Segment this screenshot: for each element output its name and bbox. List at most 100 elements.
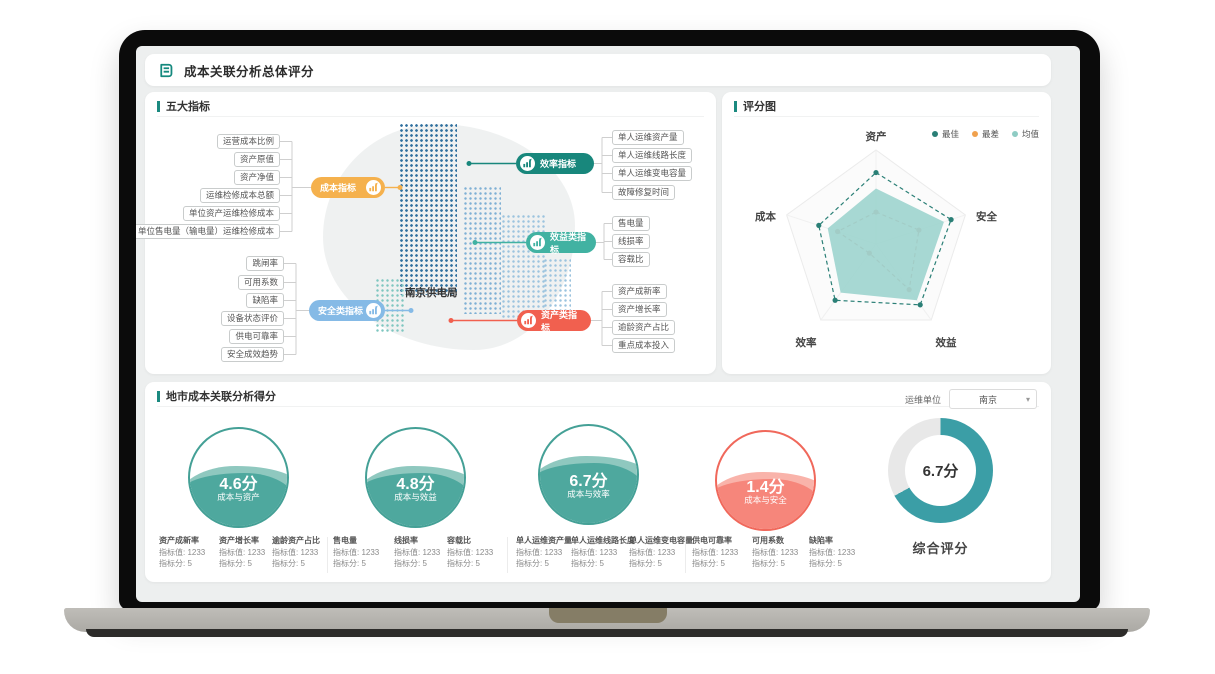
indicator-node: 资产净值 <box>233 170 280 185</box>
legend-item-mean[interactable]: 均值 <box>1011 128 1039 140</box>
section-title-city-score: 地市成本关联分析得分 <box>157 382 1039 407</box>
title-accent-bar <box>157 390 160 402</box>
gauge-cost-benefit: 4.8分 成本与效益 <box>365 427 466 528</box>
bar-chart-icon <box>521 313 536 328</box>
legend-dot <box>971 131 978 137</box>
gauge-score: 4.8分 <box>396 475 435 493</box>
indicator-node: 容载比 <box>612 252 650 267</box>
gauge-label: 成本与资产 <box>217 492 260 503</box>
legend-dot <box>931 131 938 137</box>
indicator-node: 单位售电量（输电量）运维检修成本 <box>136 224 280 239</box>
metric-column: 资产增长率 指标值: 1233 指标分: 5 <box>219 536 266 568</box>
gauge-cost-efficiency: 6.7分 成本与效率 <box>538 424 639 525</box>
metric-column: 单人运维线路长度 指标值: 1233 指标分: 5 <box>571 536 635 568</box>
metric-column: 售电量 指标值: 1233 指标分: 5 <box>333 536 380 568</box>
gauge-wave <box>190 472 287 526</box>
gauge-cost-safety: 1.4分 成本与安全 <box>715 430 816 531</box>
indicator-node: 设备状态评价 <box>220 311 284 326</box>
metric-column: 容载比 指标值: 1233 指标分: 5 <box>447 536 494 568</box>
radar-chart: 资产 安全 效益 效率 成本 <box>755 130 997 349</box>
indicator-node: 跳闸率 <box>246 256 284 271</box>
indicator-node: 资产增长率 <box>612 302 667 317</box>
indicator-node: 资产成新率 <box>612 284 667 299</box>
gauge-score: 1.4分 <box>746 478 785 496</box>
app-header: 成本关联分析总体评分 <box>145 54 1051 86</box>
branch-pill-benefit: 效益类指标 <box>526 232 596 255</box>
title-accent-bar <box>734 100 737 112</box>
indicator-node: 故障修复时间 <box>612 185 676 200</box>
chevron-down-icon: ▾ <box>1025 394 1030 404</box>
indicator-node: 单人运维变电容量 <box>612 166 693 181</box>
app-logo-icon <box>157 62 174 79</box>
metric-column: 单人运维资产量 指标值: 1233 指标分: 5 <box>516 536 572 568</box>
metric-divider <box>685 537 686 573</box>
city-center-label: 南京供电局 <box>405 287 458 299</box>
page-title: 成本关联分析总体评分 <box>184 64 315 79</box>
unit-filter: 运维单位 南京 ▾ <box>905 389 1037 409</box>
section-title-score-chart: 评分图 <box>734 92 1039 117</box>
indicator-node: 可用系数 <box>237 275 284 290</box>
metric-column: 缺陷率 指标值: 1233 指标分: 5 <box>809 536 856 568</box>
gauge-wave <box>540 462 637 523</box>
indicator-node: 线损率 <box>612 234 650 249</box>
radar-axis-label: 成本 <box>755 210 776 223</box>
indicator-mindmap: 南京供电局 <box>136 120 716 374</box>
metric-divider <box>327 537 328 573</box>
laptop-base-strip <box>86 629 1128 637</box>
legend-item-worst[interactable]: 最差 <box>971 128 999 140</box>
building-illustration <box>501 214 545 320</box>
overall-score: 6.7分 <box>922 463 959 480</box>
indicator-node: 安全成效趋势 <box>220 347 284 362</box>
branch-pill-safety: 安全类指标 <box>309 300 385 321</box>
dashboard-screen: 成本关联分析总体评分 五大指标 南京供电局 <box>136 46 1080 602</box>
metric-column: 单人运维变电容量 指标值: 1233 指标分: 5 <box>629 536 693 568</box>
city-score-panel: 地市成本关联分析得分 运维单位 南京 ▾ 4.6分 成本与资产 4.8分 成本与… <box>145 382 1051 582</box>
title-accent-bar <box>157 100 160 112</box>
gauge-label: 成本与效益 <box>394 492 437 503</box>
radar-axis-label: 效益 <box>936 336 957 349</box>
metric-divider <box>507 537 508 573</box>
metric-column: 可用系数 指标值: 1233 指标分: 5 <box>752 536 799 568</box>
indicator-node: 资产原值 <box>233 152 280 167</box>
laptop-notch <box>549 608 667 623</box>
legend-dot <box>1011 131 1018 137</box>
section-title-indicators: 五大指标 <box>157 92 704 117</box>
gauge-score: 4.6分 <box>219 475 258 493</box>
radar-axis-label: 资产 <box>866 130 887 143</box>
gauge-label: 成本与安全 <box>744 495 787 506</box>
branch-pill-efficiency: 效率指标 <box>516 153 594 174</box>
indicator-node: 运营成本比例 <box>216 134 280 149</box>
indicator-node: 重点成本投入 <box>612 338 676 353</box>
radar-axis-label: 效率 <box>796 336 817 349</box>
indicator-node: 单人运维线路长度 <box>612 148 693 163</box>
five-indicators-panel: 五大指标 南京供电局 <box>136 92 716 374</box>
metric-column: 逾龄资产占比 指标值: 1233 指标分: 5 <box>272 536 320 568</box>
radar-legend: 最佳 最差 均值 <box>931 128 1039 140</box>
metric-column: 供电可靠率 指标值: 1233 指标分: 5 <box>692 536 739 568</box>
metric-column: 资产成新率 指标值: 1233 指标分: 5 <box>159 536 206 568</box>
gauge-label: 成本与效率 <box>567 489 610 500</box>
branch-pill-cost: 成本指标 <box>311 177 385 198</box>
gauge-score: 6.7分 <box>569 472 608 490</box>
gauge-cost-asset: 4.6分 成本与资产 <box>188 427 289 528</box>
indicator-node: 运维检修成本总额 <box>199 188 280 203</box>
gauge-wave <box>717 478 814 529</box>
branch-pill-asset: 资产类指标 <box>517 310 591 333</box>
unit-dropdown-value: 南京 <box>978 394 997 405</box>
building-illustration <box>463 186 501 314</box>
overall-label: 综合评分 <box>912 541 969 556</box>
unit-dropdown[interactable]: 南京 ▾ <box>949 389 1037 409</box>
bar-chart-icon <box>366 180 381 195</box>
indicator-node: 缺陷率 <box>246 293 284 308</box>
bar-chart-icon <box>366 303 381 318</box>
building-illustration <box>399 123 457 295</box>
mindmap-connectors <box>280 137 612 355</box>
indicator-node: 售电量 <box>612 216 650 231</box>
indicator-node: 单人运维资产量 <box>612 130 684 145</box>
radar-axis-label: 安全 <box>976 210 997 223</box>
indicator-node: 逾龄资产占比 <box>612 320 676 335</box>
score-chart-panel: 评分图 最佳 最差 均值 资产 安全 效益 效率 成本 <box>722 92 1051 374</box>
overall-donut: 6.7分 <box>888 418 993 523</box>
legend-item-best[interactable]: 最佳 <box>931 128 959 140</box>
metric-column: 线损率 指标值: 1233 指标分: 5 <box>394 536 441 568</box>
